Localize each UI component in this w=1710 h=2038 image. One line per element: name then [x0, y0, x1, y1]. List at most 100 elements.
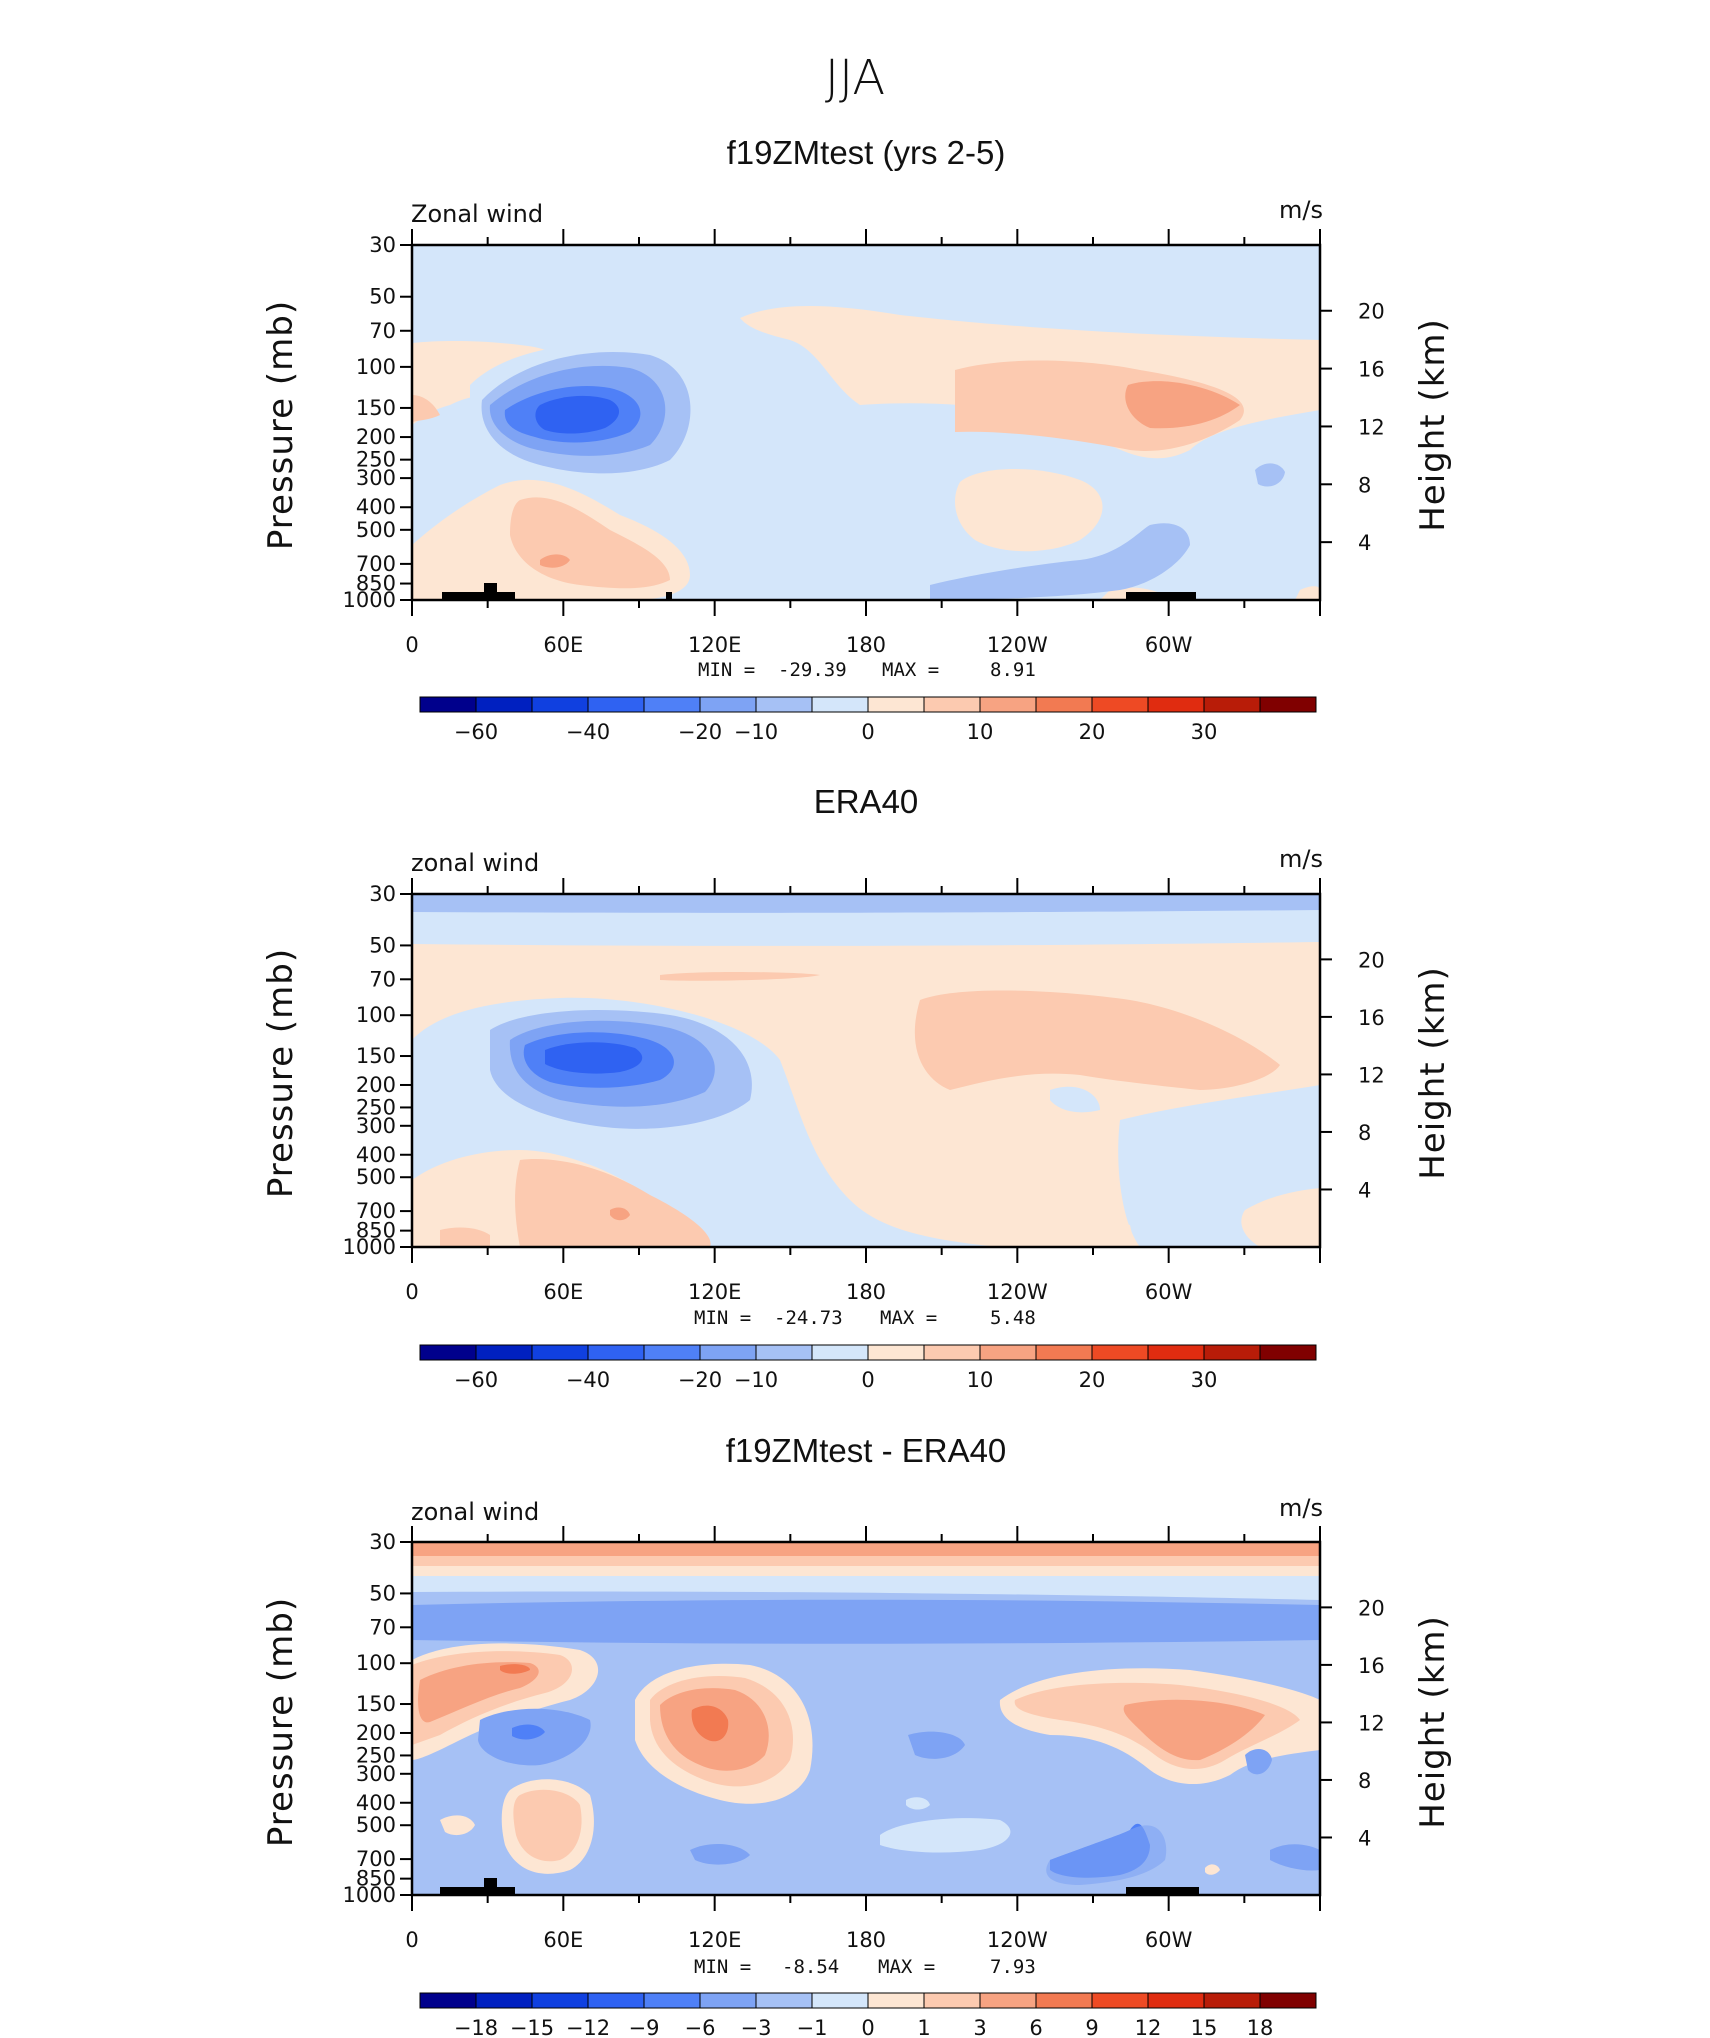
colorbar-swatch: [1203, 1344, 1261, 1361]
x-tick-label: 0: [405, 1280, 418, 1304]
svg-text:MIN =: MIN =: [694, 1307, 751, 1329]
y-tick-label: 70: [369, 1615, 396, 1639]
colorbar-swatch: [643, 1344, 701, 1361]
y2-tick-label: 4: [1358, 531, 1371, 555]
svg-text:MAX =: MAX =: [880, 1307, 937, 1329]
y2-tick-label: 8: [1358, 1769, 1371, 1793]
y-tick-label: 500: [356, 1813, 396, 1837]
y-tick-label: 1000: [343, 1883, 396, 1907]
colorbar-label: 0: [861, 720, 874, 744]
colorbar-swatch: [1147, 1344, 1205, 1361]
y2-tick-label: 16: [1358, 1006, 1385, 1030]
y-axis-label: Pressure (mb): [261, 300, 301, 550]
colorbar-swatch: [1035, 1992, 1093, 2009]
y-tick-label: 1000: [343, 1235, 396, 1259]
colorbar-swatch: [1259, 1344, 1317, 1361]
y-tick-label: 150: [356, 396, 396, 420]
x-tick-label: 60E: [543, 1280, 583, 1304]
svg-text:MIN =: MIN =: [694, 1956, 751, 1978]
colorbar-swatch: [1259, 696, 1317, 713]
field-label: zonal wind: [411, 1498, 539, 1526]
y-tick-label: 70: [369, 967, 396, 991]
y2-tick-label: 16: [1358, 358, 1385, 382]
svg-text:-8.54: -8.54: [782, 1956, 839, 1978]
colorbar-label: −9: [629, 2016, 660, 2038]
y-tick-label: 400: [356, 1791, 396, 1815]
colorbar-swatch: [867, 696, 925, 713]
y-tick-label: 400: [356, 495, 396, 519]
colorbar-label: 9: [1085, 2016, 1098, 2038]
y2-axis-label: Height (km): [1413, 966, 1453, 1180]
y-tick-label: 30: [369, 1530, 396, 1554]
y-tick-label: 700: [356, 1199, 396, 1223]
y-tick-label: 850: [356, 1867, 396, 1891]
colorbar-label: −10: [734, 1368, 778, 1392]
x-tick-label: 180: [846, 1280, 886, 1304]
colorbar-swatch: [1259, 1992, 1317, 2009]
y-tick-label: 300: [356, 1114, 396, 1138]
svg-text:5.48: 5.48: [990, 1307, 1036, 1329]
colorbar-swatch: [979, 1344, 1037, 1361]
x-tick-label: 180: [846, 633, 886, 657]
y2-tick-label: 20: [1358, 948, 1385, 972]
colorbar-label: 10: [967, 720, 994, 744]
svg-text:-24.73: -24.73: [774, 1307, 843, 1329]
y-tick-label: 500: [356, 518, 396, 542]
y-tick-label: 500: [356, 1165, 396, 1189]
x-tick-label: 120W: [987, 1928, 1048, 1952]
colorbar-label: 20: [1079, 720, 1106, 744]
y-tick-label: 1000: [343, 588, 396, 612]
colorbar: −18 −15 −12 −9 −6 −3 −1 0 1 3 6 9 12 15 18: [419, 1992, 1317, 2038]
y2-axis-label: Height (km): [1413, 1615, 1453, 1829]
svg-text:MIN =: MIN =: [698, 659, 755, 681]
y2-tick-label: 8: [1358, 1121, 1371, 1145]
x-tick-label: 60W: [1145, 633, 1193, 657]
stats-line: MIN = -29.39 MAX = 8.91: [698, 659, 1036, 681]
x-tick-label: 60E: [543, 1928, 583, 1952]
colorbar-label: 30: [1191, 1368, 1218, 1392]
y-tick-label: 200: [356, 425, 396, 449]
colorbar-swatch: [587, 1344, 645, 1361]
y2-tick-label: 16: [1358, 1654, 1385, 1678]
field-label: Zonal wind: [411, 200, 543, 228]
y-tick-label: 200: [356, 1073, 396, 1097]
colorbar-swatch: [531, 696, 589, 713]
colorbar-label: −6: [685, 2016, 716, 2038]
colorbar-swatch: [1035, 1344, 1093, 1361]
colorbar-label: 0: [861, 1368, 874, 1392]
colorbar-swatch: [419, 1344, 477, 1361]
contour-field: [412, 894, 1320, 1247]
colorbar-swatch: [475, 1344, 533, 1361]
colorbar-label: 12: [1135, 2016, 1162, 2038]
colorbar-swatch: [643, 1992, 701, 2009]
x-tick-label: 180: [846, 1928, 886, 1952]
colorbar-swatch: [979, 696, 1037, 713]
stats-line: MIN = -8.54 MAX = 7.93: [694, 1956, 1036, 1978]
colorbar-swatch: [867, 1992, 925, 2009]
colorbar-label: 30: [1191, 720, 1218, 744]
colorbar-swatch: [923, 1992, 981, 2009]
x-ticks: 0 60E 120E 180 120W 60W: [405, 878, 1321, 1304]
x-tick-label: 120W: [987, 1280, 1048, 1304]
colorbar-swatch: [531, 1992, 589, 2009]
colorbar-swatch: [419, 1992, 477, 2009]
x-tick-label: 120E: [688, 1928, 741, 1952]
y-tick-label: 100: [356, 1003, 396, 1027]
x-tick-label: 120W: [987, 633, 1048, 657]
y-tick-label: 250: [356, 448, 396, 472]
colorbar-label: 10: [967, 1368, 994, 1392]
panel-model: f19ZMtest (yrs 2-5) Zonal wind m/s: [261, 134, 1453, 744]
x-ticks: 0 60E 120E 180 120W 60W: [405, 1526, 1321, 1952]
colorbar-swatch: [699, 696, 757, 713]
colorbar-swatch: [475, 1992, 533, 2009]
stats-line: MIN = -24.73 MAX = 5.48: [694, 1307, 1036, 1329]
colorbar-label: −15: [510, 2016, 554, 2038]
x-tick-label: 60W: [1145, 1928, 1193, 1952]
y-tick-label: 50: [369, 1581, 396, 1605]
y-tick-label: 700: [356, 1847, 396, 1871]
y-tick-label: 50: [369, 285, 396, 309]
panel-title: ERA40: [814, 783, 919, 820]
y-tick-label: 250: [356, 1743, 396, 1767]
colorbar-swatch: [475, 696, 533, 713]
